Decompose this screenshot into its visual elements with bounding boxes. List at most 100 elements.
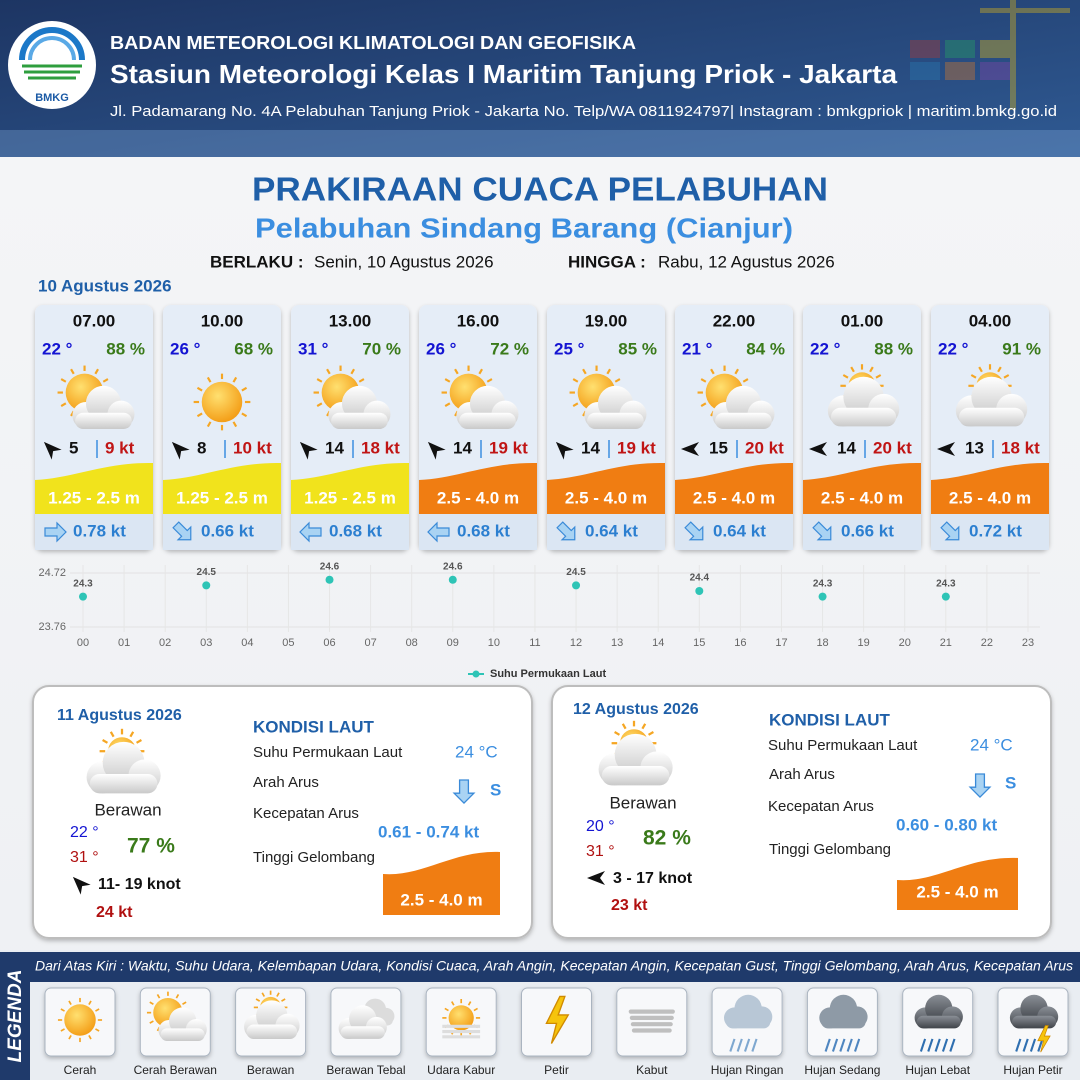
wind-direction xyxy=(43,441,62,460)
sun-ray xyxy=(572,402,579,407)
sun-ray xyxy=(68,1000,72,1005)
legend-note: Dari Atas Kiri : Waktu, Suhu Udara, Kele… xyxy=(35,958,1073,974)
sun-ray xyxy=(70,368,75,375)
legend-icon xyxy=(146,991,207,1041)
x-tick-label: 10 xyxy=(488,637,500,649)
weather-icon xyxy=(441,365,519,429)
sea-title: KONDISI LAUT xyxy=(253,717,375,736)
sun-ray xyxy=(135,739,142,744)
sun-ray xyxy=(582,368,587,375)
wave-height: 1.25 - 2.5 m xyxy=(176,488,268,507)
rain xyxy=(846,1038,853,1052)
sun-ray xyxy=(850,366,855,373)
current-direction xyxy=(940,521,960,541)
cloud xyxy=(724,994,773,1029)
legend-item-label: Hujan Ringan xyxy=(711,1063,784,1077)
title: PRAKIRAAN CUACA PELABUHAN xyxy=(252,171,828,208)
cloud xyxy=(827,376,900,427)
x-tick-label: 18 xyxy=(816,637,828,649)
sun-ray xyxy=(206,421,212,428)
weather-icon xyxy=(955,364,1028,427)
data-point xyxy=(941,592,950,601)
sun-ray xyxy=(869,366,874,373)
rain xyxy=(934,1038,941,1052)
sun-ray xyxy=(206,376,212,383)
x-tick-label: 14 xyxy=(652,637,664,649)
agency-name: BADAN METEOROLOGI KLIMATOLOGI DAN GEOFIS… xyxy=(110,33,636,53)
current-direction xyxy=(812,521,832,541)
current-direction-text: S xyxy=(1005,773,1016,792)
current-speed: 0.66 kt xyxy=(201,521,254,540)
data-point xyxy=(448,575,457,584)
data-label: 24.4 xyxy=(690,573,710,584)
legend-item-label: Petir xyxy=(544,1063,569,1077)
gust-speed: 19 kt xyxy=(617,438,656,457)
rain xyxy=(941,1038,949,1052)
sun xyxy=(448,1005,474,1031)
sun-ray xyxy=(700,378,707,383)
y-tick-label: 23.76 xyxy=(38,621,66,633)
y-tick-label: 24.72 xyxy=(38,567,66,579)
current-direction xyxy=(44,521,67,543)
sun-ray xyxy=(156,994,161,999)
data-label: 24.6 xyxy=(443,561,463,572)
humidity: 88 % xyxy=(106,339,145,358)
wind-speed: 13 xyxy=(965,438,984,457)
wave-shape xyxy=(547,462,665,514)
sun-ray xyxy=(281,998,286,1002)
sun-ray xyxy=(232,421,238,428)
legend-icon xyxy=(724,994,773,1052)
sun-ray xyxy=(710,368,715,375)
sun-ray xyxy=(149,1001,154,1005)
sun-ray xyxy=(606,368,611,375)
sun-ray xyxy=(700,402,707,407)
x-tick-label: 00 xyxy=(77,637,89,649)
temperature: 31 ° xyxy=(298,339,329,358)
cloud xyxy=(86,741,161,794)
sun-ray xyxy=(182,1001,187,1005)
sun-ray xyxy=(572,378,579,383)
current-direction-text: S xyxy=(490,780,501,799)
sun-ray xyxy=(614,731,621,736)
station-address: Jl. Padamarang No. 4A Pelabuhan Tanjung … xyxy=(110,103,1057,120)
cloud xyxy=(72,385,135,429)
wind-speed: 14 xyxy=(581,438,600,457)
sun-ray xyxy=(316,378,323,383)
sst-value: 24 °C xyxy=(970,735,1013,754)
x-tick-label: 08 xyxy=(406,637,418,649)
data-point xyxy=(818,592,827,601)
rain xyxy=(1015,1038,1022,1052)
humidity: 88 % xyxy=(874,339,913,358)
legend-box xyxy=(616,987,688,1057)
day-date: 11 Agustus 2026 xyxy=(57,707,182,724)
gust-speed: 18 kt xyxy=(361,438,400,457)
legend-item-label: Cerah xyxy=(64,1063,97,1077)
temp-max: 31 ° xyxy=(586,843,615,860)
sun-ray xyxy=(444,402,451,407)
header-decoration xyxy=(0,0,1080,157)
sun-ray xyxy=(978,366,983,373)
wind-direction xyxy=(171,441,190,460)
legend-label: Suhu Permukaan Laut xyxy=(490,668,606,680)
current-speed: 0.60 - 0.80 kt xyxy=(896,815,997,834)
rain xyxy=(854,1038,861,1052)
sun-ray xyxy=(970,374,977,379)
legend-icon xyxy=(819,994,868,1052)
cloud xyxy=(338,1005,387,1039)
wind-direction xyxy=(427,441,446,460)
lightning xyxy=(545,995,570,1044)
wind-direction xyxy=(809,442,827,456)
x-tick-label: 04 xyxy=(241,637,253,649)
cloud xyxy=(1009,994,1059,1029)
sun-ray xyxy=(109,731,115,738)
subtitle: Pelabuhan Sindang Barang (Cianjur) xyxy=(255,212,793,243)
sun-ray xyxy=(478,368,483,375)
data-point xyxy=(79,592,87,601)
legend-icon xyxy=(628,1009,675,1033)
gust-speed: 18 kt xyxy=(1001,438,1040,457)
current-speed: 0.68 kt xyxy=(457,521,510,540)
rain xyxy=(736,1038,743,1052)
weather-icon xyxy=(313,365,391,429)
sun-ray xyxy=(60,1028,65,1032)
